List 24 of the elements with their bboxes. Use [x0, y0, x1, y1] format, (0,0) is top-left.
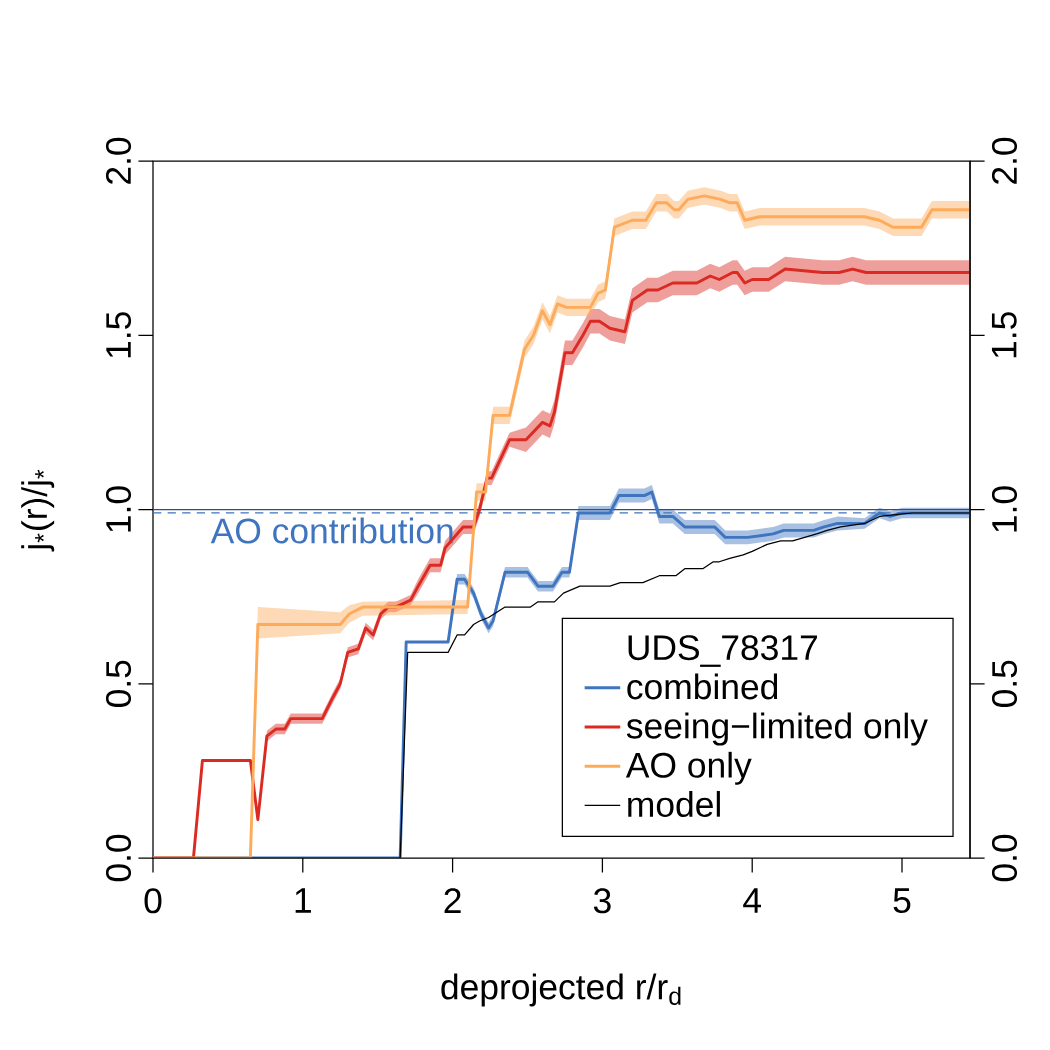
legend-label: model	[628, 791, 720, 818]
legend-label: combined	[627, 673, 778, 700]
legend-title: UDS_78317	[628, 635, 817, 667]
y2-tick-label: 0.0	[991, 834, 1018, 882]
x-axis-title: deprojected r/r$_{d}$	[441, 973, 681, 1007]
x-tick-label: 5	[893, 888, 911, 914]
x-tick-label: 3	[593, 888, 611, 914]
y2-tick-label: 0.5	[991, 660, 1018, 707]
y2-tick-label: 2.0	[991, 137, 1018, 184]
y-tick-label: 1.0	[105, 486, 132, 532]
x-tick-label: 4	[743, 888, 762, 913]
x-tick-label: 1	[295, 888, 311, 913]
legend-label: AO only	[625, 751, 752, 785]
ref-line-label: AO contribution	[210, 517, 453, 544]
y2-tick-label: 1.0	[991, 486, 1018, 532]
x-tick-label: 2	[444, 888, 461, 914]
y2-tick-label: 1.5	[991, 312, 1017, 358]
y-tick-label: 0.5	[105, 660, 132, 707]
y-axis-title: j$_{*}$(r)/j$_{*}$	[21, 469, 55, 552]
y-tick-label: 0.0	[105, 834, 132, 882]
y-tick-label: 1.5	[106, 312, 132, 358]
y-tick-label: 2.0	[105, 137, 132, 184]
legend-label: seeing−limited only	[626, 712, 928, 746]
x-tick-label: 0	[144, 888, 162, 914]
